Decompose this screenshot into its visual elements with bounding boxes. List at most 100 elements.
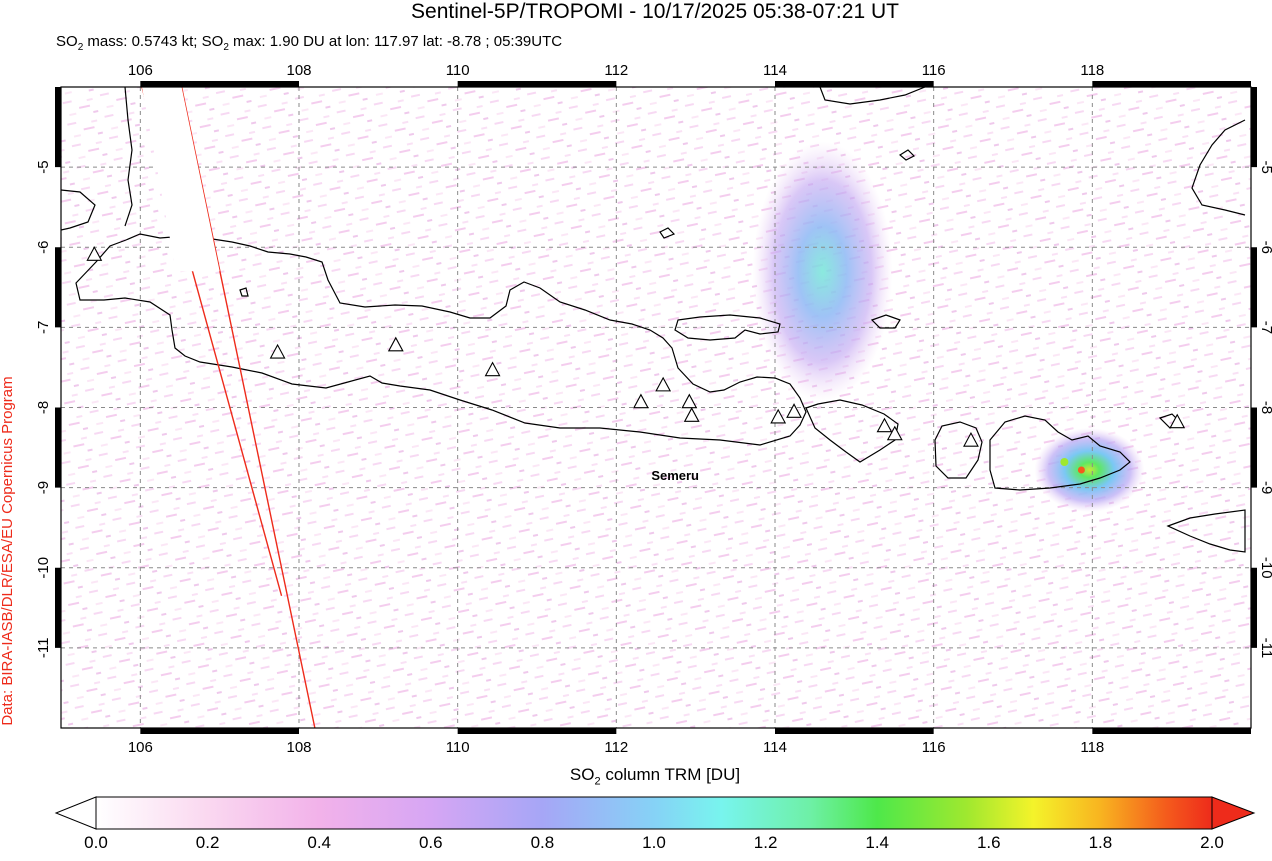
plume-hotspot [1060, 457, 1069, 466]
coastline-kangean [870, 314, 901, 329]
colorbar-tick-label: 0.4 [307, 833, 332, 852]
lon-tick-label-bottom: 114 [763, 739, 787, 756]
coastline-islet-1 [659, 227, 676, 239]
volcano-label-semeru: Semeru [651, 468, 699, 483]
coastline-lombok [934, 421, 983, 479]
coastline-islet-3 [898, 149, 916, 161]
lat-tick-label-right: -6 [1258, 241, 1272, 254]
frame-bar-left [55, 407, 61, 488]
volcano-markers [86, 246, 1186, 447]
frame-bar-left [55, 87, 61, 168]
volcano-triangle-icon [683, 407, 700, 422]
colorbar-tick-label: 1.4 [865, 833, 890, 852]
coastline-sumatra-tip [124, 87, 133, 227]
colorbar-title: SO2 column TRM [DU] [569, 765, 741, 788]
coastline-madura [674, 314, 781, 341]
volcano-triangle-icon [633, 393, 649, 409]
frame-bar-bottom [457, 728, 617, 734]
lon-tick-label-bottom: 112 [604, 739, 628, 756]
lon-tick-label-top: 112 [604, 62, 628, 79]
colorbar-tick-label: 2.0 [1200, 833, 1224, 852]
lon-tick-label-top: 116 [922, 62, 946, 79]
coastline-sumatra [61, 189, 96, 231]
plume-sumbawa [1034, 427, 1145, 512]
so2-summary: SO2 mass: 0.5743 kt; SO2 max: 1.90 DU at… [56, 33, 563, 53]
volcano-triangle-icon [770, 408, 787, 424]
frame-bar-left [55, 567, 61, 648]
frame-bar-bottom [1092, 728, 1251, 734]
frame-bar-top [457, 81, 617, 87]
volcano-triangle-icon [1169, 413, 1186, 429]
axis-tick-labels: 106 106 108 108 110 110 112 112 114 114 116 116 118 1… [35, 62, 1272, 756]
frame-bar-top [140, 81, 299, 87]
volcano-triangle-icon [387, 336, 404, 352]
frame-bar-bottom [140, 728, 299, 734]
lon-tick-label-top: 118 [1080, 62, 1104, 79]
frame-bar-top [1092, 81, 1251, 87]
lat-tick-label-left: -7 [35, 321, 52, 334]
graticule [61, 87, 1251, 728]
volcano-triangle-icon [681, 393, 698, 409]
colorbar-max-arrow [1211, 796, 1256, 830]
lat-tick-label-left: -6 [35, 241, 52, 254]
colorbar-tick-label: 0.2 [195, 833, 220, 852]
lon-tick-label-bottom: 116 [922, 739, 946, 756]
frame-bar-left [55, 247, 61, 328]
lat-tick-label-right: -10 [1258, 557, 1272, 579]
lat-tick-label-right: -5 [1258, 160, 1272, 173]
lon-tick-label-top: 110 [446, 62, 470, 79]
frame-bar-top [775, 81, 934, 87]
coastline-islet-2 [239, 287, 249, 297]
lat-tick-label-right: -7 [1258, 321, 1272, 334]
lat-tick-label-right: -11 [1258, 638, 1272, 659]
lon-tick-label-bottom: 108 [286, 739, 311, 756]
lat-tick-label-left: -8 [35, 401, 52, 414]
lon-tick-label-top: 114 [763, 62, 787, 79]
colorbar-tick-label: 1.0 [642, 833, 666, 852]
volcano-triangle-icon [86, 246, 103, 261]
frame-bar-right [1251, 567, 1257, 648]
lat-tick-label-left: -11 [35, 638, 52, 659]
colorbar-tick-label: 1.6 [976, 833, 1001, 852]
frame-bar-right [1251, 247, 1257, 328]
volcano-triangle-icon [876, 417, 893, 433]
volcano-triangle-icon [963, 431, 979, 447]
coastline-sumbawa [989, 415, 1131, 491]
lon-tick-label-bottom: 106 [128, 739, 153, 756]
volcano-triangle-icon [484, 361, 501, 377]
coastline-borneo [819, 87, 926, 105]
coastline-sumba [1166, 509, 1246, 553]
lat-tick-label-left: -5 [35, 160, 52, 173]
lat-tick-label-right: -8 [1258, 401, 1272, 414]
colorbar-tick-label: 1.8 [1088, 833, 1113, 852]
colorbar-tick-label: 1.2 [753, 833, 778, 852]
plume-max-point [1077, 466, 1085, 474]
plume-east-java [752, 141, 893, 402]
so2-plumes [752, 141, 1145, 512]
lat-tick-label-left: -10 [35, 557, 52, 579]
frame-scale-bars [55, 81, 1257, 734]
volcano-triangle-icon [655, 376, 672, 392]
colorbar-frame [95, 796, 1213, 830]
orbit-swath-edges [141, 87, 316, 728]
volcano-triangle-icon [269, 343, 286, 359]
frame-bar-right [1251, 407, 1257, 488]
volcano-triangle-icon [786, 403, 802, 418]
frame-bar-right [1251, 87, 1257, 168]
lon-tick-label-bottom: 110 [446, 739, 470, 756]
coastline-sulawesi [1191, 119, 1246, 216]
lon-tick-label-bottom: 118 [1080, 739, 1104, 756]
colorbar-gradient [96, 797, 1212, 829]
orbit-edge-line [180, 87, 316, 728]
colorbar-tick-label: 0.6 [418, 833, 443, 852]
volcano-triangle-icon [886, 425, 903, 441]
orbit-gap [141, 87, 220, 272]
colorbar [54, 796, 1256, 830]
map-title: Sentinel-5P/TROPOMI - 10/17/2025 05:38-0… [411, 0, 899, 23]
colorbar-min-arrow [54, 796, 97, 830]
lat-tick-label-left: -9 [35, 481, 52, 494]
frame-bar-bottom [775, 728, 934, 734]
lon-tick-label-top: 108 [286, 62, 311, 79]
colorbar-tick-label: 0.8 [530, 833, 555, 852]
